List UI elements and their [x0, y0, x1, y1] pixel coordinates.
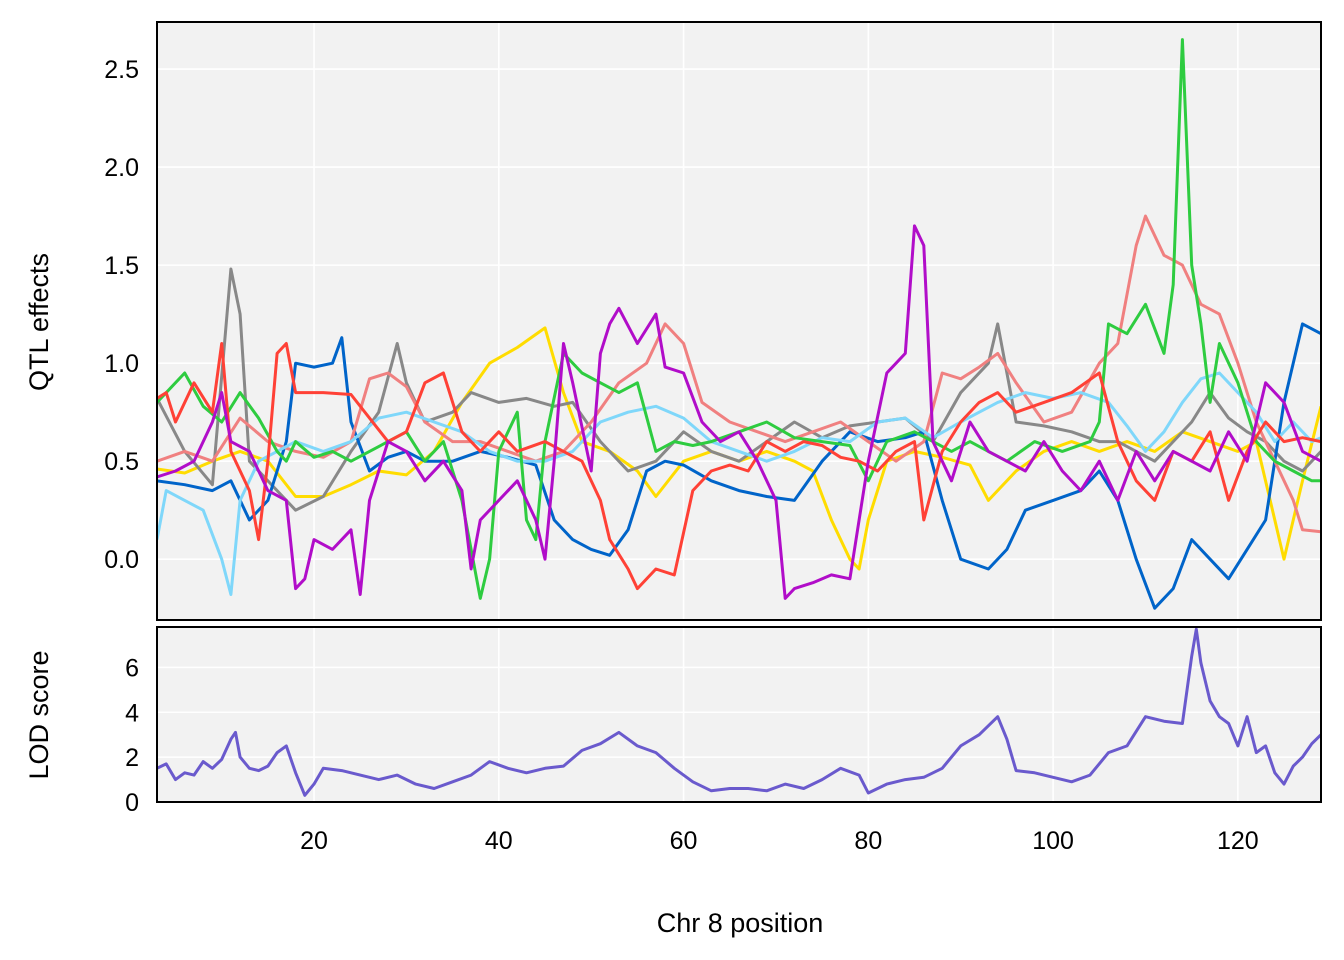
y-tick-label: 1.0 [104, 350, 139, 378]
y-axis-title-effects: QTL effects [24, 253, 54, 391]
effects-panel: 0.0 0.5 1.0 1.5 2.0 2.5 [104, 21, 1322, 621]
x-tick-label: 60 [670, 827, 698, 855]
series-line-1 [157, 627, 1321, 797]
x-tick-label: 100 [1032, 827, 1074, 855]
series-line-3 [157, 322, 1321, 610]
series-line-6 [157, 38, 1321, 600]
x-tick-label: 120 [1217, 827, 1259, 855]
y-tick-label: 2 [125, 744, 139, 772]
y-tick-label: 0 [125, 789, 139, 817]
panel-background [157, 627, 1321, 802]
y-tick-label: 4 [125, 699, 139, 727]
y-tick-label: 0.5 [104, 448, 139, 476]
y-tick-label: 0.0 [104, 546, 139, 574]
lod-panel: 0 2 4 6 20 40 60 80 100 120 [125, 626, 1322, 855]
y-axis-title-lod: LOD score [24, 650, 54, 779]
y-tick-label: 2.0 [104, 154, 139, 182]
panel-background [157, 22, 1321, 620]
x-axis-title: Chr 8 position [657, 908, 824, 938]
series-line-8 [157, 224, 1321, 600]
x-tick-label: 20 [300, 827, 328, 855]
series-line-7 [157, 342, 1321, 591]
y-tick-label: 1.5 [104, 252, 139, 280]
x-tick-label: 80 [854, 827, 882, 855]
panel-frame [156, 626, 1322, 803]
panel-frame [156, 21, 1322, 621]
y-tick-label: 6 [125, 654, 139, 682]
x-tick-label: 40 [485, 827, 513, 855]
y-tick-label: 2.5 [104, 56, 139, 84]
